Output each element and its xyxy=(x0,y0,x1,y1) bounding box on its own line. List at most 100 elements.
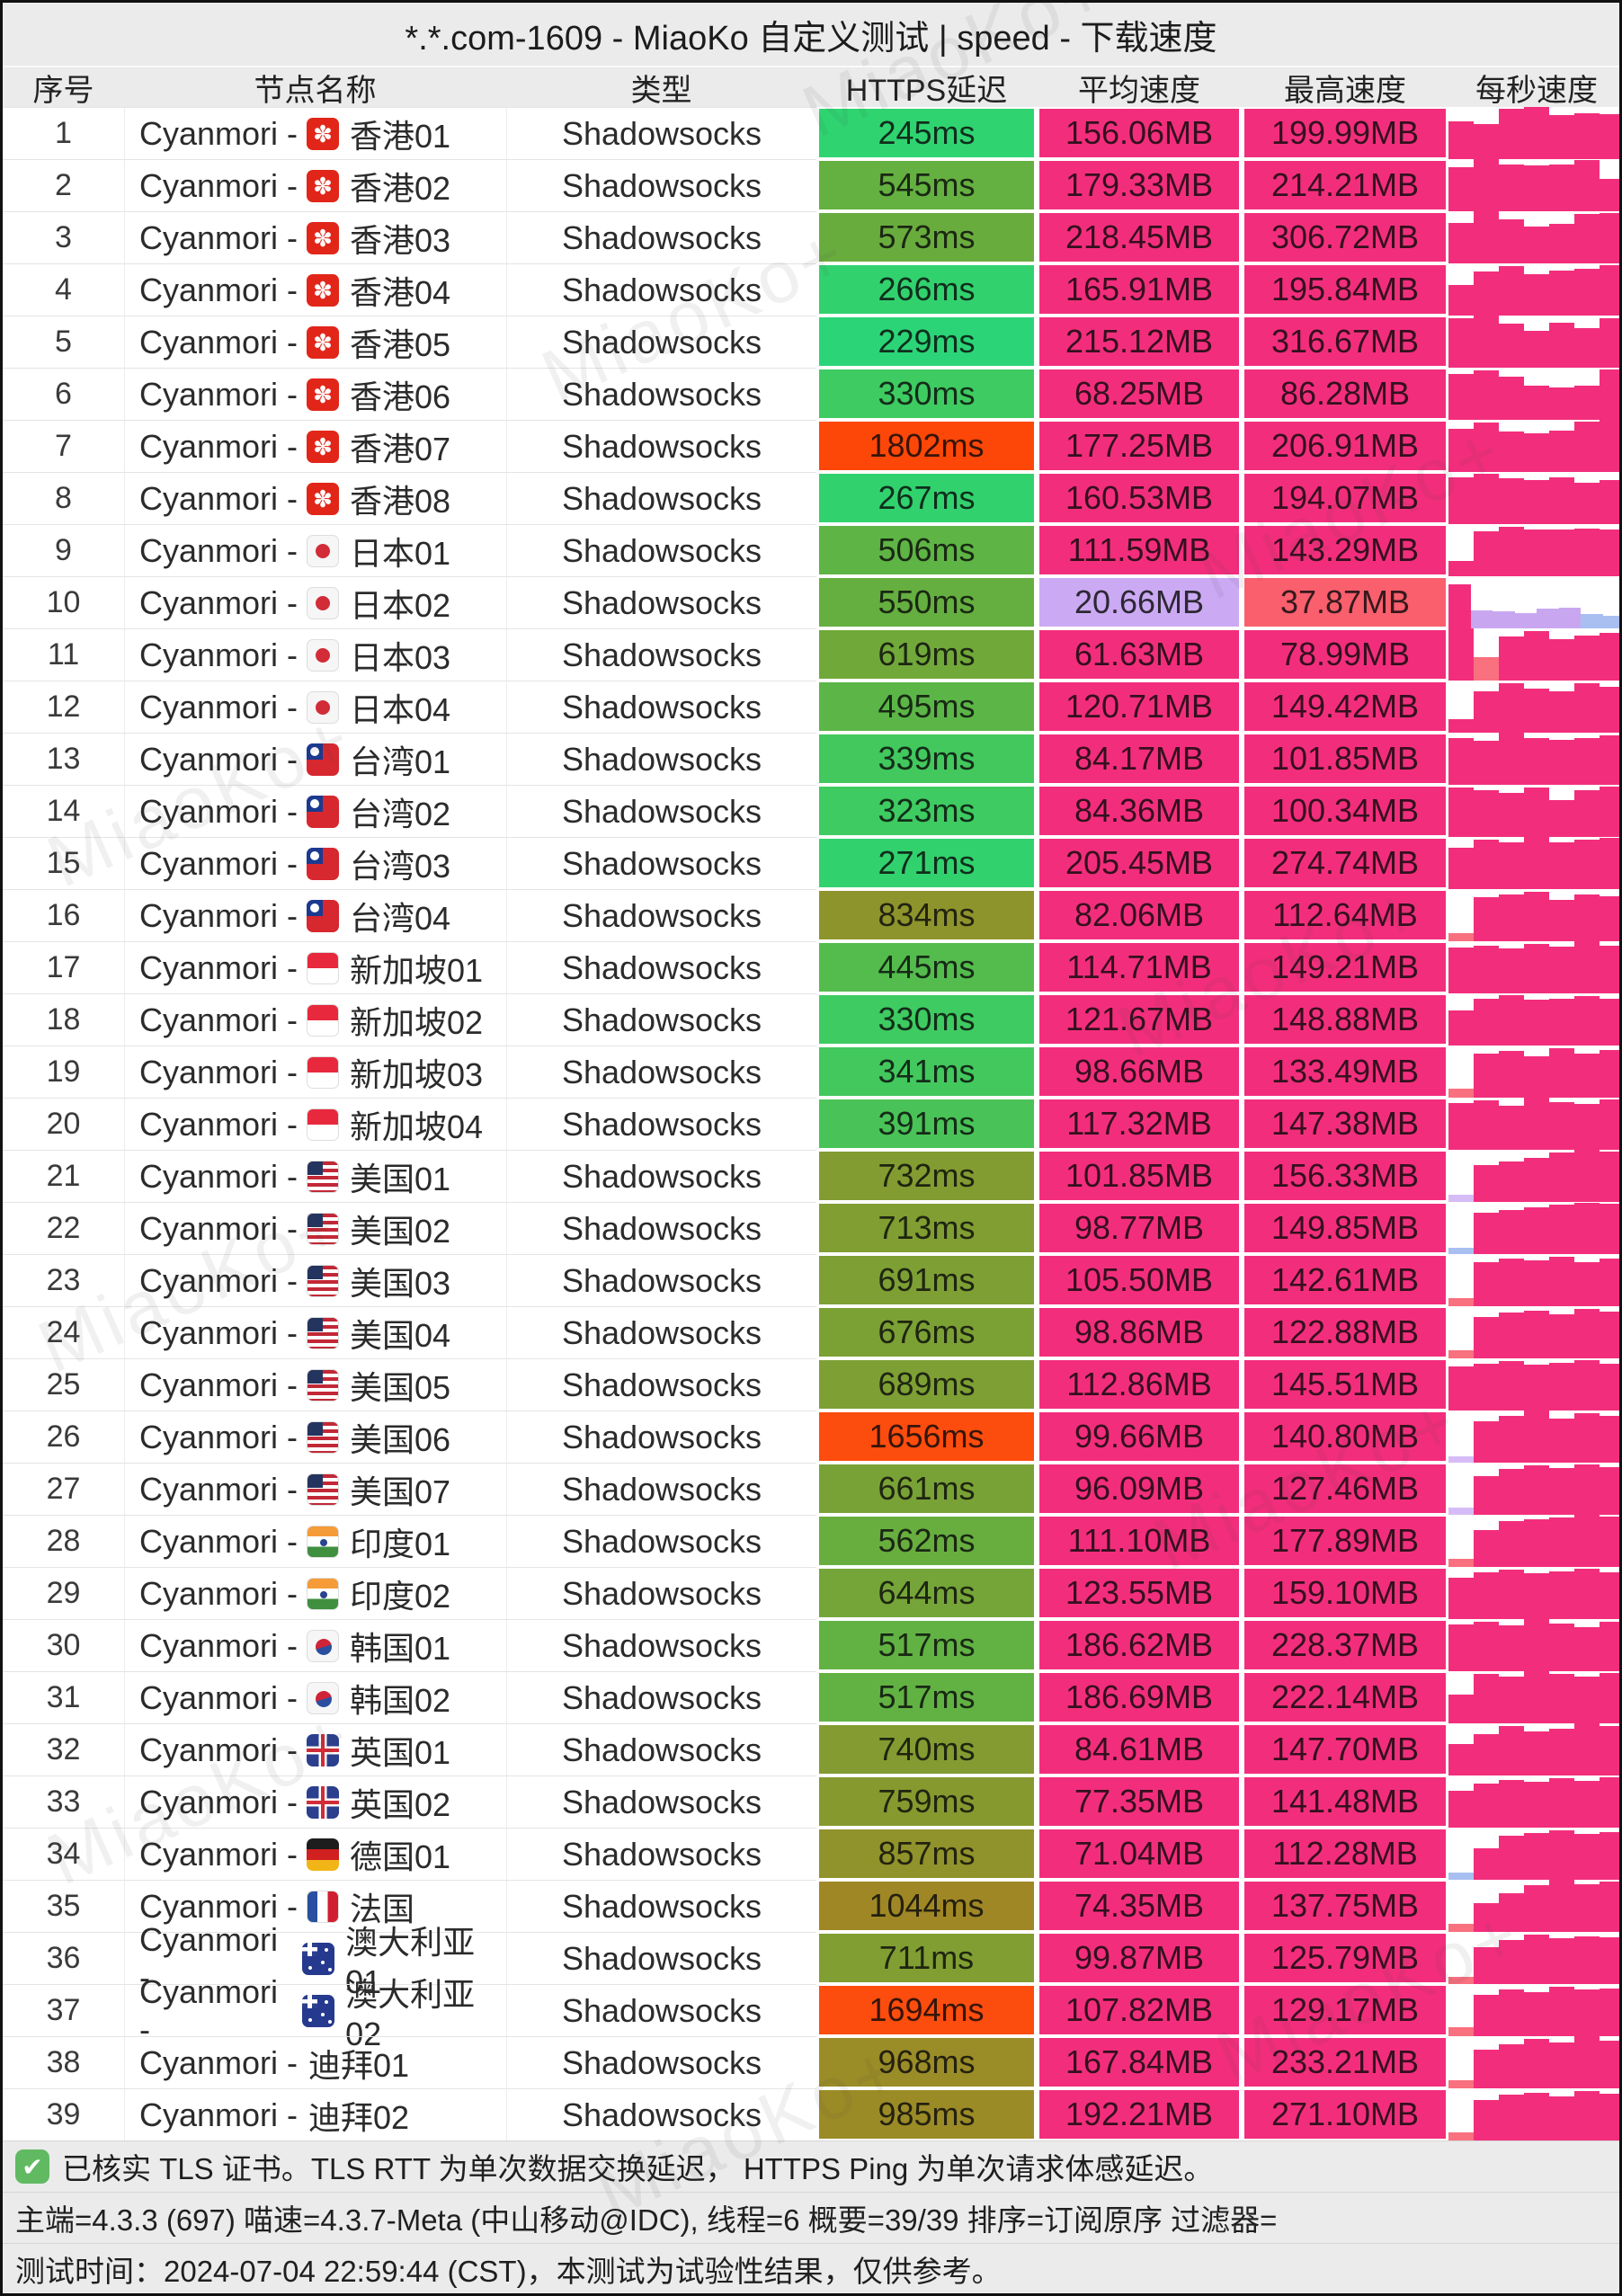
speed-bar xyxy=(1524,1411,1549,1463)
cell-latency: 689ms xyxy=(816,1358,1037,1411)
avg-speed-badge: 98.86MB xyxy=(1039,1308,1239,1357)
speed-bar xyxy=(1499,1725,1524,1775)
country-flag-icon xyxy=(307,1368,340,1402)
speed-bar xyxy=(1448,933,1474,941)
speed-bar xyxy=(1448,560,1474,576)
col-header-avg-speed: 平均速度 xyxy=(1078,73,1200,108)
speed-bar xyxy=(1499,636,1524,681)
cell-latency: 517ms xyxy=(816,1619,1037,1671)
avg-speed-badge: 123.55MB xyxy=(1039,1569,1239,1617)
speed-bar xyxy=(1499,376,1524,420)
speed-bar xyxy=(1474,740,1499,785)
cell-max-speed: 140.80MB xyxy=(1242,1411,1448,1463)
cell-index: 21 xyxy=(3,1150,124,1202)
max-speed-badge: 195.84MB xyxy=(1244,265,1446,314)
cell-index: 35 xyxy=(3,1880,124,1932)
country-flag-icon xyxy=(307,1838,340,1871)
speed-bar xyxy=(1448,787,1474,837)
node-name-region: 日本03 xyxy=(350,638,451,676)
cell-type: Shadowsocks xyxy=(506,837,816,889)
speed-bar xyxy=(1549,1362,1574,1411)
latency-badge: 391ms xyxy=(819,1099,1034,1148)
speed-bar xyxy=(1549,2042,1574,2088)
cell-type: Shadowsocks xyxy=(506,1619,816,1671)
cell-max-speed: 149.21MB xyxy=(1242,941,1448,993)
cell-max-speed: 86.28MB xyxy=(1242,368,1448,420)
max-speed-badge: 214.21MB xyxy=(1244,161,1446,209)
cell-type: Shadowsocks xyxy=(506,524,816,576)
max-speed-badge: 194.07MB xyxy=(1244,474,1446,522)
speed-bar xyxy=(1499,1569,1524,1619)
cell-latency: 229ms xyxy=(816,316,1037,368)
max-speed-badge: 159.10MB xyxy=(1244,1569,1446,1617)
speed-bar xyxy=(1474,1363,1499,1411)
max-speed-badge: 101.85MB xyxy=(1244,734,1446,783)
speed-bar xyxy=(1574,1464,1600,1515)
speed-bar xyxy=(1600,838,1619,889)
speed-bar xyxy=(1474,2049,1499,2088)
speed-bar xyxy=(1558,607,1581,628)
node-name-region: 德国01 xyxy=(350,1838,451,1875)
cell-per-second xyxy=(1448,889,1619,941)
speed-bar xyxy=(1474,316,1499,368)
cell-avg-speed: 99.87MB xyxy=(1037,1932,1242,1984)
speed-bar xyxy=(1549,1256,1574,1306)
speed-bar xyxy=(1600,1777,1619,1828)
speed-bar xyxy=(1574,1989,1600,2036)
avg-speed-badge: 74.35MB xyxy=(1039,1882,1239,1930)
node-name-text: Cyanmori - xyxy=(139,1105,299,1143)
cell-latency: 573ms xyxy=(816,211,1037,263)
cell-avg-speed: 156.06MB xyxy=(1037,107,1242,159)
table-row: 34 Cyanmori - 德国01 Shadowsocks 857ms 71.… xyxy=(3,1828,1619,1880)
speed-bar xyxy=(1600,1311,1619,1358)
country-flag-icon xyxy=(307,273,340,307)
speed-chart xyxy=(1448,1828,1619,1880)
node-name-region: 印度02 xyxy=(350,1577,451,1615)
speed-bar xyxy=(1574,422,1600,472)
cell-per-second xyxy=(1448,1098,1619,1150)
cell-type: Shadowsocks xyxy=(506,1567,816,1619)
max-speed-badge: 129.17MB xyxy=(1244,1986,1446,2034)
max-speed-badge: 142.61MB xyxy=(1244,1256,1446,1304)
avg-speed-badge: 99.66MB xyxy=(1039,1412,1239,1461)
speed-bar xyxy=(1474,1420,1499,1463)
cell-latency: 330ms xyxy=(816,993,1037,1046)
cell-latency: 562ms xyxy=(816,1515,1037,1567)
speed-chart xyxy=(1448,472,1619,524)
speed-bar xyxy=(1499,324,1524,368)
cell-node-name: Cyanmori - 美国07 xyxy=(124,1463,506,1515)
cell-per-second xyxy=(1448,837,1619,889)
cell-node-name: Cyanmori - 英国02 xyxy=(124,1775,506,1828)
speed-bar xyxy=(1524,480,1549,524)
table-row: 13 Cyanmori - 台湾01 Shadowsocks 339ms 84.… xyxy=(3,733,1619,785)
latency-badge: 517ms xyxy=(819,1621,1034,1669)
speed-chart xyxy=(1448,681,1619,733)
cell-node-name: Cyanmori - 澳大利亚01 xyxy=(124,1921,506,2000)
cell-per-second xyxy=(1448,993,1619,1046)
cell-type: Shadowsocks xyxy=(506,211,816,263)
cell-index: 15 xyxy=(3,837,124,889)
speed-bar xyxy=(1448,1976,1474,1984)
footer-version-note: 主端=4.3.3 (697) 喵速=4.3.7-Meta (中山移动@IDC),… xyxy=(3,2192,1619,2243)
speed-chart xyxy=(1448,1463,1619,1515)
node-name-text: Cyanmori - xyxy=(139,1783,299,1820)
node-name-text: Cyanmori - xyxy=(139,740,299,778)
speed-chart xyxy=(1448,1932,1619,1984)
cell-per-second xyxy=(1448,1619,1619,1671)
speed-chart xyxy=(1448,1723,1619,1775)
max-speed-badge: 156.33MB xyxy=(1244,1152,1446,1200)
cell-index: 32 xyxy=(3,1723,124,1775)
speed-bar xyxy=(1581,613,1603,628)
latency-badge: 267ms xyxy=(819,474,1034,522)
cell-per-second xyxy=(1448,681,1619,733)
cell-type: Shadowsocks xyxy=(506,472,816,524)
node-name-region: 迪拜02 xyxy=(308,2098,410,2136)
latency-badge: 550ms xyxy=(819,578,1034,627)
country-flag-icon xyxy=(307,1890,340,1923)
speed-bar xyxy=(1600,1363,1619,1411)
speed-bar xyxy=(1448,1558,1474,1567)
speed-bar xyxy=(1524,1671,1549,1723)
latency-badge: 711ms xyxy=(819,1934,1034,1982)
avg-speed-badge: 215.12MB xyxy=(1039,317,1239,366)
speed-bar xyxy=(1448,1366,1474,1411)
